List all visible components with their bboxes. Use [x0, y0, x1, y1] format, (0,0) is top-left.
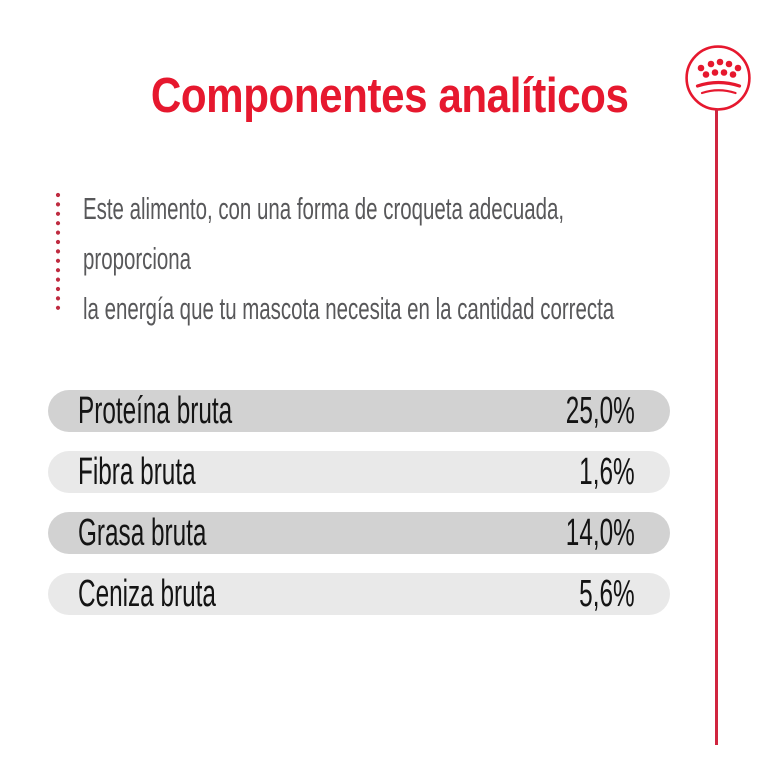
component-value: 25,0%: [566, 389, 635, 432]
crown-logo-icon: [685, 45, 751, 111]
dotted-accent-line: [55, 192, 61, 311]
component-label: Grasa bruta: [78, 511, 207, 554]
component-label: Ceniza bruta: [78, 572, 216, 615]
page-title: Componentes analíticos: [0, 72, 780, 132]
table-row-grasa: Grasa bruta 14,0%: [48, 512, 670, 554]
component-value: 5,6%: [579, 572, 635, 615]
intro-line: Este alimento, con una forma de croqueta…: [83, 191, 565, 226]
table-row-proteina: Proteína bruta 25,0%: [48, 390, 670, 432]
component-label: Proteína bruta: [78, 389, 233, 432]
table-row-fibra: Fibra bruta 1,6%: [48, 451, 670, 493]
intro-line: la energía que tu mascota necesita en la…: [83, 291, 615, 326]
intro-line: proporciona: [83, 241, 192, 276]
intro-paragraph: Este alimento, con una forma de croqueta…: [83, 184, 683, 334]
vertical-accent-line: [715, 109, 718, 745]
component-value: 14,0%: [566, 511, 635, 554]
royal-canin-crown-logo: [685, 45, 751, 111]
table-row-ceniza: Ceniza bruta 5,6%: [48, 573, 670, 615]
component-label: Fibra bruta: [78, 450, 196, 493]
page-title-text: Componentes analíticos: [151, 69, 629, 123]
component-value: 1,6%: [579, 450, 635, 493]
